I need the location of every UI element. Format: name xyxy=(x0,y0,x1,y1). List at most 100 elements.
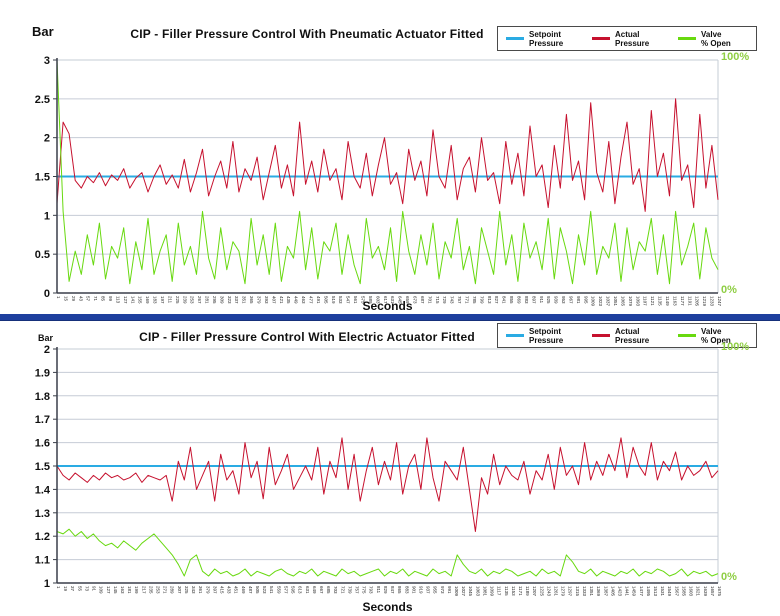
x-tick-label: 1351 xyxy=(589,586,594,597)
y-tick-label: 1.5 xyxy=(35,172,50,184)
legend-item-setpoint: Setpoint Pressure xyxy=(498,327,584,345)
x-tick-label: 1675 xyxy=(717,586,722,597)
x-tick-label: 505 xyxy=(255,586,260,594)
x-tick-label: 1567 xyxy=(674,586,679,597)
x-tick-label: 281 xyxy=(205,296,210,304)
x-tick-label: 463 xyxy=(301,296,306,304)
x-tick-label: 673 xyxy=(412,296,417,304)
pneumatic-actuator-chart: 3 2.5 2 1.5 1 0.5 0 1 15 29 43 57 71 85 99 113 127 141 155… xyxy=(32,24,757,313)
x-tick-label: 415 xyxy=(219,586,224,594)
x-tick-label: 589 xyxy=(368,296,373,304)
x-tick-label: 757 xyxy=(457,296,462,304)
valve-line-swatch xyxy=(678,333,696,337)
legend-label-setpoint: Setpoint Pressure xyxy=(529,327,563,345)
x-tick-label: 393 xyxy=(264,296,269,304)
y-tick-label: 1.8 xyxy=(35,391,50,403)
y-tick-label: 1.1 xyxy=(35,555,50,567)
x-tick-label: 743 xyxy=(450,296,455,304)
right-axis-max-label: 100% xyxy=(721,341,750,353)
x-tick-label: 379 xyxy=(205,586,210,594)
x-tick-label: 407 xyxy=(271,296,276,304)
y-tick-label: 1.3 xyxy=(35,508,50,520)
x-tick-label: 1027 xyxy=(461,586,466,597)
x-tick-label: 19 xyxy=(63,586,68,592)
actual-line-swatch xyxy=(592,333,610,337)
x-tick-label: 15 xyxy=(63,296,68,302)
x-tick-label: 1191 xyxy=(687,296,692,306)
x-tick-label: 1063 xyxy=(475,586,480,597)
x-tick-label: 183 xyxy=(153,296,158,304)
x-tick-label: 235 xyxy=(148,586,153,594)
y-tick-label: 3 xyxy=(44,55,50,67)
x-tick-label: 1107 xyxy=(643,296,648,306)
x-tick-label: 973 xyxy=(440,586,445,594)
x-tick-label: 1315 xyxy=(575,586,580,597)
x-tick-label: 1459 xyxy=(632,586,637,597)
x-tick-label: 793 xyxy=(369,586,374,594)
y-tick-label: 1.2 xyxy=(35,531,50,543)
legend-label-line1: Setpoint xyxy=(529,30,561,39)
x-tick-label: 433 xyxy=(227,586,232,594)
x-tick-label: 1079 xyxy=(628,296,633,307)
x-tick-label: 379 xyxy=(257,296,262,304)
x-tick-label: 715 xyxy=(435,296,440,304)
x-tick-label: 1603 xyxy=(689,586,694,597)
x-tick-label: 603 xyxy=(375,296,380,304)
x-tick-label: 37 xyxy=(70,586,75,592)
electric-actuator-chart: 2 1.9 1.8 1.7 1.6 1.5 1.4 1.3 1.2 1.1 1 1 19 37 55 73 91… xyxy=(0,321,780,616)
valve-line-swatch xyxy=(678,36,696,40)
x-tick-label: 1657 xyxy=(710,586,715,597)
x-tick-label: 701 xyxy=(427,296,432,304)
x-tick-label: 1 xyxy=(56,296,61,299)
x-tick-label: 1135 xyxy=(504,586,509,596)
x-tick-label: 813 xyxy=(487,296,492,304)
x-tick-label: 99 xyxy=(108,296,113,302)
x-tick-label: 435 xyxy=(286,296,291,304)
x-tick-label: 739 xyxy=(347,586,352,594)
x-tick-label: 575 xyxy=(361,296,366,304)
x-tick-label: 343 xyxy=(191,586,196,594)
x-tick-label: 645 xyxy=(398,296,403,304)
x-tick-label: 145 xyxy=(113,586,118,594)
x-tick-label: 127 xyxy=(123,296,128,304)
legend-label-line2: % Open xyxy=(701,39,731,48)
x-tick-label: 1477 xyxy=(639,586,644,597)
x-tick-label: 541 xyxy=(269,586,274,594)
x-tick-label: 523 xyxy=(262,586,267,594)
x-tick-label: 1 xyxy=(56,586,61,589)
x-tick-label: 309 xyxy=(219,296,224,304)
x-tick-label: 361 xyxy=(198,586,203,594)
x-tick-label: 477 xyxy=(309,296,314,304)
y-axis-label: Bar xyxy=(38,333,54,343)
x-tick-label: 883 xyxy=(524,296,529,304)
x-tick-label: 1009 xyxy=(454,586,459,597)
x-tick-label: 829 xyxy=(383,586,388,594)
x-tick-label: 617 xyxy=(383,296,388,304)
x-tick-label: 995 xyxy=(583,296,588,304)
setpoint-line-swatch xyxy=(506,36,524,40)
x-tick-label: 533 xyxy=(338,296,343,304)
x-tick-label: 169 xyxy=(145,296,150,304)
x-tick-label: 1171 xyxy=(518,586,523,596)
x-tick-label: 1297 xyxy=(568,586,573,597)
x-tick-label: 1405 xyxy=(610,586,615,597)
x-tick-label: 1531 xyxy=(660,586,665,597)
y-tick-label: 2 xyxy=(44,133,50,145)
x-tick-label: 703 xyxy=(333,586,338,594)
x-tick-label: 351 xyxy=(242,296,247,304)
x-tick-label: 1621 xyxy=(696,586,701,597)
x-tick-label: 337 xyxy=(234,296,239,304)
y-tick-label: 1.5 xyxy=(35,461,50,473)
y-tick-label: 0 xyxy=(44,288,50,300)
legend-label-line1: Actual xyxy=(615,30,640,39)
right-axis-min-label: 0% xyxy=(721,284,737,296)
x-tick-label: 799 xyxy=(479,296,484,304)
legend-label-actual: Actual Pressure xyxy=(615,327,649,345)
x-tick-label: 1225 xyxy=(539,586,544,597)
x-tick-label: 1441 xyxy=(625,586,630,597)
x-tick-label: 1279 xyxy=(561,586,566,597)
legend-item-setpoint: Setpoint Pressure xyxy=(498,30,584,48)
electric-plot-area: 21.91.81.71.61.51.41.31.21.11 1 19 37 55 73 91… xyxy=(35,344,722,597)
x-tick-label: 901 xyxy=(411,586,416,594)
x-tick-label: 1549 xyxy=(667,586,672,597)
